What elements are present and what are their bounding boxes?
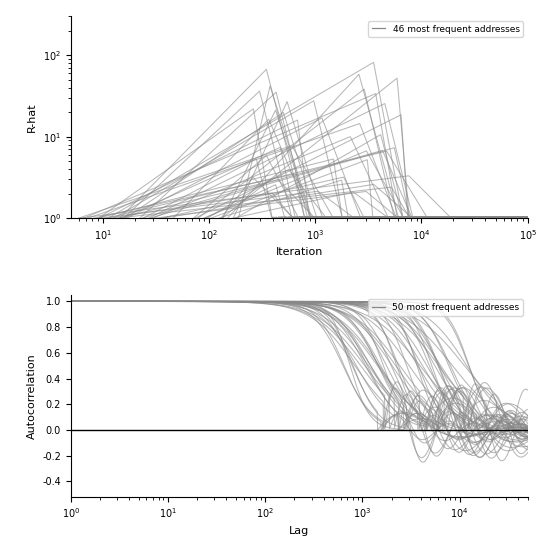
Y-axis label: Autocorrelation: Autocorrelation xyxy=(27,353,36,439)
Legend: 50 most frequent addresses: 50 most frequent addresses xyxy=(368,300,523,316)
X-axis label: Lag: Lag xyxy=(289,526,310,536)
Y-axis label: R-hat: R-hat xyxy=(27,103,37,132)
X-axis label: Iteration: Iteration xyxy=(275,247,323,257)
Legend: 46 most frequent addresses: 46 most frequent addresses xyxy=(368,21,523,37)
